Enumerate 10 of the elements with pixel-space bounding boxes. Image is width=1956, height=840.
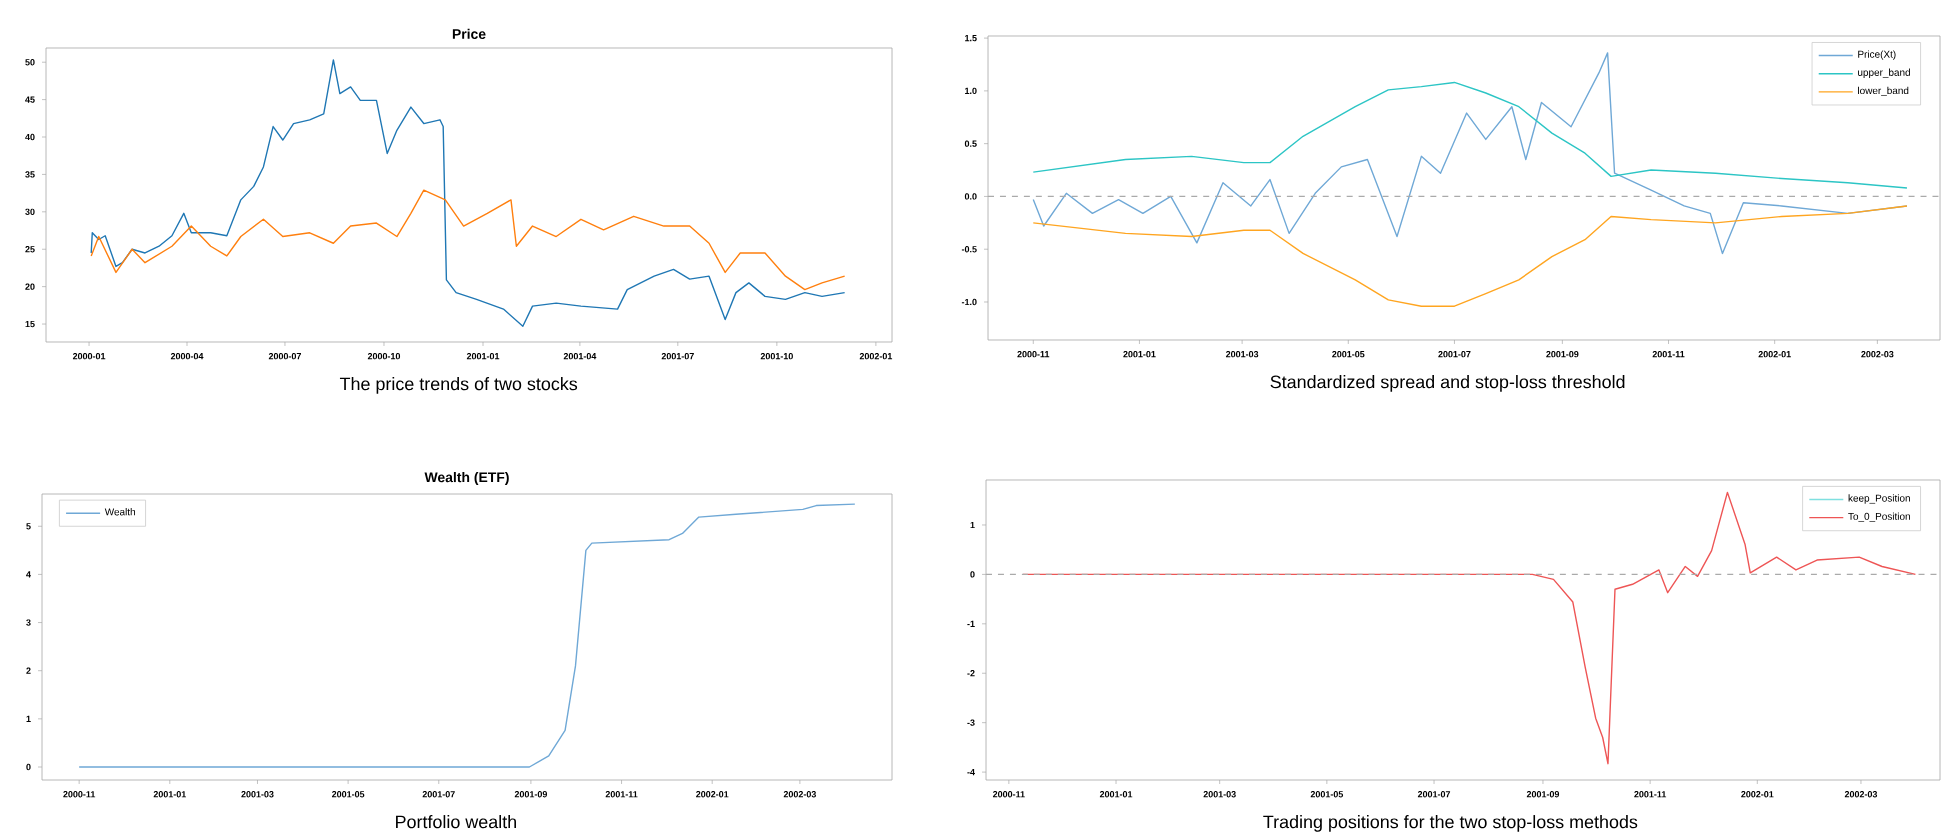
line-series bbox=[90, 59, 846, 327]
text: Portfolio wealth bbox=[396, 815, 516, 829]
line-series bbox=[1032, 205, 1908, 307]
text: The price trends of two stocks bbox=[339, 377, 578, 394]
text: Trading positions for the two stop-loss methods bbox=[1263, 815, 1638, 832]
line-series bbox=[90, 189, 846, 291]
line-series bbox=[1022, 491, 1917, 765]
line-series bbox=[78, 503, 856, 768]
line-series bbox=[1032, 81, 1908, 189]
text: Standardized spread and stop-loss threshold bbox=[1270, 375, 1625, 392]
